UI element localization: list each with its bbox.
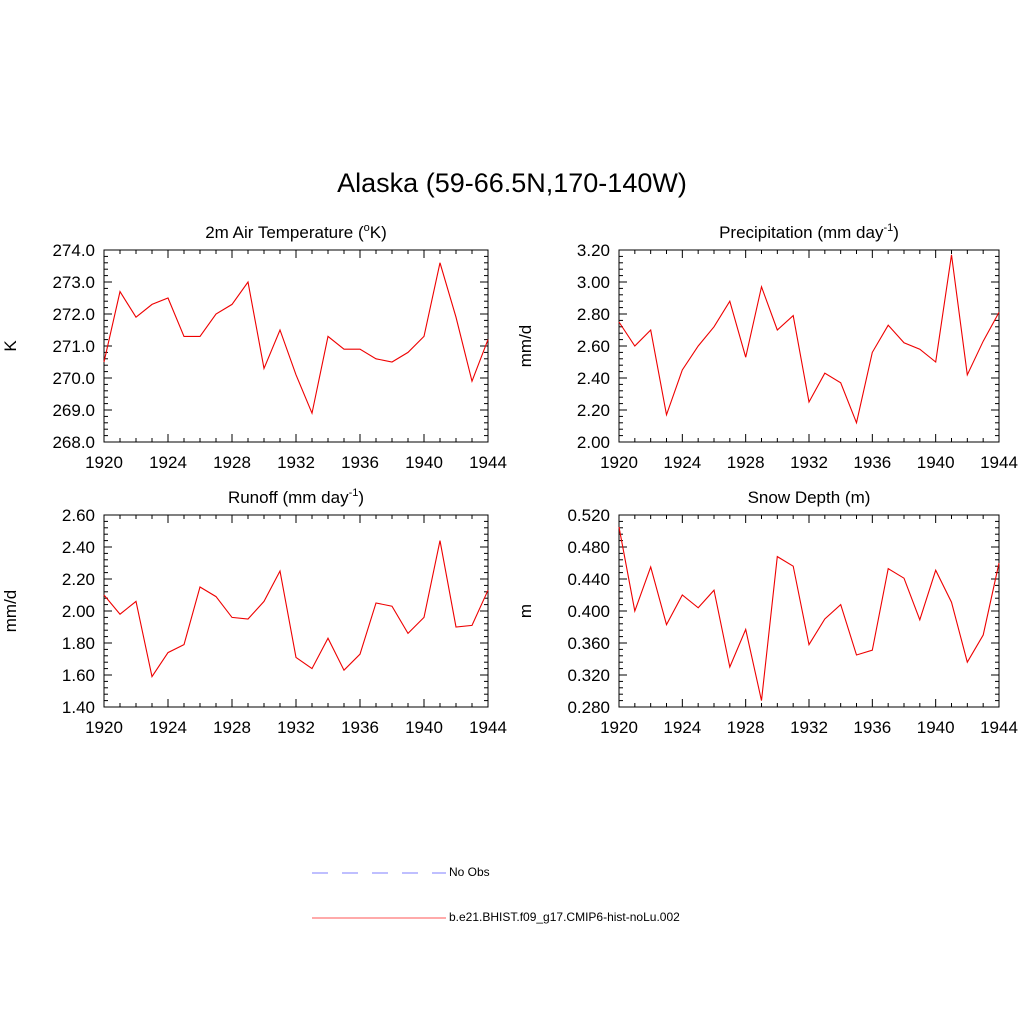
y-tick-label: 273.0 [52,273,95,292]
x-tick-label: 1928 [727,453,765,472]
x-tick-label: 1932 [790,718,828,737]
x-tick-label: 1940 [405,718,443,737]
x-tick-label: 1932 [790,453,828,472]
plot-frame [103,514,489,708]
chart-panel-2: Precipitation (mm day-1) mm/d 1920 1924 1928… [516,222,1018,472]
x-tick-label: 1940 [917,453,955,472]
y-tick-label: 0.360 [567,634,610,653]
panel-title-sup: -1 [883,222,893,234]
y-tick-label: 2.60 [62,506,95,525]
y-tick-label: 2.40 [577,369,610,388]
plot-frame [618,514,1000,708]
x-tick-label: 1924 [149,453,187,472]
panel-title-main: Runoff (mm day [228,488,349,507]
y-tick-label: 2.20 [62,570,95,589]
y-tick-label: 0.400 [567,602,610,621]
y-tick-label: 1.80 [62,634,95,653]
plot-frame [618,249,1000,443]
panel-title-main: Precipitation (mm day [719,223,884,242]
panel-title-tail: K) [370,223,387,242]
panel-title-sup: o [364,222,370,234]
panel-title-tail: ) [358,488,364,507]
x-tick-label: 1936 [341,718,379,737]
x-tick-label: 1944 [469,453,507,472]
x-tick-label: 1920 [600,453,638,472]
y-tick-label: 0.480 [567,538,610,557]
y-tick-label: 0.280 [567,698,610,717]
y-tick-label: 0.520 [567,506,610,525]
x-tick-label: 1944 [469,718,507,737]
x-tick-label: 1932 [277,453,315,472]
series-line [103,540,489,678]
y-tick-label: 272.0 [52,305,95,324]
legend-obs-swatch [312,872,446,874]
y-axis-label: mm/d [1,590,20,633]
x-tick-label: 1936 [853,453,891,472]
chart-panel-3: Runoff (mm day-1) mm/d 1920 1924 1928 1932 193… [1,487,507,737]
panel-title: Snow Depth (m) [748,488,871,507]
series-line [618,254,1000,425]
x-tick-label: 1920 [600,718,638,737]
y-tick-label: 0.320 [567,666,610,685]
series-line [618,526,1000,701]
plot-frame [103,249,489,443]
y-tick-label: 2.80 [577,305,610,324]
x-tick-label: 1940 [405,453,443,472]
y-tick-label: 274.0 [52,241,95,260]
panel-title: Runoff (mm day-1) [228,487,364,507]
y-tick-label: 269.0 [52,401,95,420]
y-tick-label: 270.0 [52,369,95,388]
y-tick-label: 2.60 [577,337,610,356]
x-tick-label: 1936 [341,453,379,472]
x-tick-label: 1928 [213,453,251,472]
y-tick-label: 2.40 [62,538,95,557]
x-tick-label: 1924 [663,718,701,737]
panel-title-sup: -1 [349,487,359,499]
y-axis-label: mm/d [516,325,535,368]
x-tick-label: 1924 [149,718,187,737]
y-tick-label: 3.20 [577,241,610,260]
panel-title: Precipitation (mm day-1) [719,222,899,242]
panel-title-main: Snow Depth (m) [748,488,871,507]
panel-title: 2m Air Temperature (oK) [205,222,387,242]
x-tick-label: 1928 [213,718,251,737]
y-tick-label: 2.20 [577,401,610,420]
y-axis-label: K [1,340,20,352]
chart-panel-1: 2m Air Temperature (oK) K 1920 1924 1928 1932… [1,222,507,472]
x-tick-label: 1920 [85,453,123,472]
y-tick-label: 0.440 [567,570,610,589]
legend-model-swatch [312,917,446,919]
x-tick-label: 1920 [85,718,123,737]
panel-title-main: 2m Air Temperature ( [205,223,364,242]
y-tick-label: 268.0 [52,433,95,452]
legend-obs-label: No Obs [449,865,490,879]
page-title: Alaska (59-66.5N,170-140W) [337,168,687,198]
y-tick-label: 2.00 [577,433,610,452]
x-tick-label: 1932 [277,718,315,737]
panel-title-tail: ) [893,223,899,242]
y-tick-label: 1.40 [62,698,95,717]
y-tick-label: 3.00 [577,273,610,292]
y-tick-label: 271.0 [52,337,95,356]
series-line [103,262,489,416]
x-tick-label: 1928 [727,718,765,737]
x-tick-label: 1944 [980,718,1018,737]
legend-model-label: b.e21.BHIST.f09_g17.CMIP6-hist-noLu.002 [449,910,680,924]
x-tick-label: 1924 [663,453,701,472]
x-tick-label: 1940 [917,718,955,737]
chart-panel-4: Snow Depth (m) m 1920 1924 1928 1932 1936 1940 1… [516,488,1018,737]
y-tick-label: 2.00 [62,602,95,621]
x-tick-label: 1936 [853,718,891,737]
y-axis-label: m [516,604,535,618]
x-tick-label: 1944 [980,453,1018,472]
y-tick-label: 1.60 [62,666,95,685]
